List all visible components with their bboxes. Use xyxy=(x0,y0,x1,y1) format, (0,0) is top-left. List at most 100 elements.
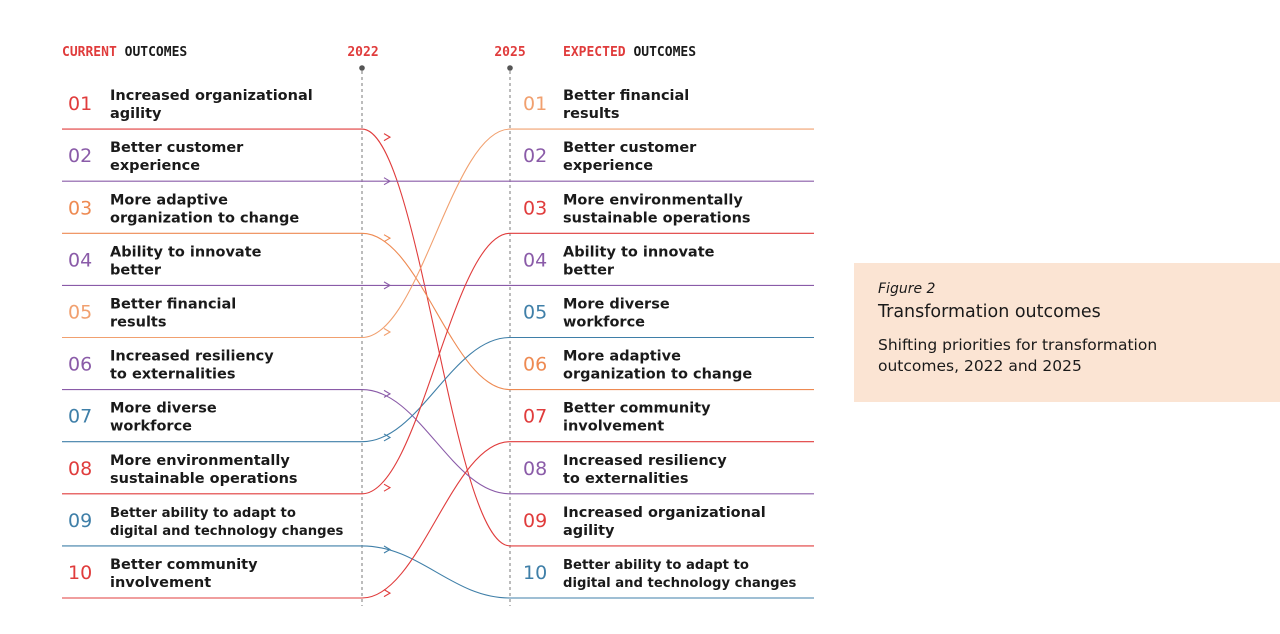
left-label-01-line-2: agility xyxy=(110,106,162,122)
left-label-04-line-2: better xyxy=(110,262,162,278)
left-label-02-line-2: experience xyxy=(110,158,200,174)
left-label-06-line-2: to externalities xyxy=(110,367,235,383)
left-label-03-line-1: More adaptive xyxy=(110,192,228,208)
arrowhead-01 xyxy=(383,133,392,142)
connector-05 xyxy=(361,128,511,339)
figure-subtitle-line-1: Shifting priorities for transformation xyxy=(878,336,1158,354)
left-label-04-line-1: Ability to innovate xyxy=(110,244,262,260)
right-label-05-line-2: workforce xyxy=(563,314,645,330)
left-rank-07: 07 xyxy=(68,406,92,428)
right-label-05-line-1: More diverse xyxy=(563,296,670,312)
right-header: EXPECTED OUTCOMES xyxy=(563,45,696,60)
right-column: 01 Better financial results 02 Better custom… xyxy=(510,88,814,599)
left-label-06-line-1: Increased resiliency xyxy=(110,349,274,365)
right-rank-10: 10 xyxy=(523,562,547,584)
year-2022-label: 2022 xyxy=(347,45,378,60)
right-item-08: 08 Increased resiliency to externalities xyxy=(510,453,814,495)
left-label-03-line-2: organization to change xyxy=(110,210,299,226)
right-header-accent: EXPECTED xyxy=(563,45,626,60)
left-item-04: 04 Ability to innovate better xyxy=(62,244,362,286)
right-label-07-line-2: involvement xyxy=(563,419,664,435)
right-label-03-line-1: More environmentally xyxy=(563,192,743,208)
right-label-10-line-2: digital and technology changes xyxy=(563,576,797,591)
left-label-08-line-2: sustainable operations xyxy=(110,471,298,487)
right-rank-03: 03 xyxy=(523,197,547,219)
right-rank-06: 06 xyxy=(523,354,547,376)
left-rank-05: 05 xyxy=(68,301,92,323)
right-label-04-line-2: better xyxy=(563,262,615,278)
axis-2025-dot xyxy=(507,65,513,71)
arrowhead-09 xyxy=(383,545,392,554)
right-rank-07: 07 xyxy=(523,406,547,428)
left-item-03: 03 More adaptive organization to change xyxy=(62,192,362,234)
left-rank-03: 03 xyxy=(68,197,92,219)
right-item-02: 02 Better customer experience xyxy=(510,140,814,182)
right-rank-05: 05 xyxy=(523,301,547,323)
left-label-10-line-2: involvement xyxy=(110,575,211,591)
left-label-07-line-2: workforce xyxy=(110,419,192,435)
left-label-08-line-1: More environmentally xyxy=(110,453,290,469)
year-2025-label: 2025 xyxy=(494,45,525,60)
right-label-03-line-2: sustainable operations xyxy=(563,210,751,226)
arrowhead-07 xyxy=(383,433,392,442)
left-item-09: 09 Better ability to adapt to digital and … xyxy=(62,506,362,547)
right-label-09-line-2: agility xyxy=(563,523,615,539)
left-item-01: 01 Increased organizational agility xyxy=(62,88,362,130)
left-label-09-line-2: digital and technology changes xyxy=(110,524,344,539)
arrowhead-05 xyxy=(383,328,392,336)
slope-chart: CURRENT OUTCOMES EXPECTED OUTCOMES 2022 202… xyxy=(62,45,814,606)
right-rank-01: 01 xyxy=(523,93,547,115)
connector-10 xyxy=(361,441,511,599)
right-item-09: 09 Increased organizational agility xyxy=(510,505,814,547)
left-label-09-line-1: Better ability to adapt to xyxy=(110,506,296,521)
left-item-10: 10 Better community involvement xyxy=(62,557,362,599)
left-item-07: 07 More diverse workforce xyxy=(62,401,362,443)
arrowhead-08 xyxy=(383,483,392,492)
right-label-02-line-2: experience xyxy=(563,158,653,174)
left-rank-01: 01 xyxy=(68,93,92,115)
figure-caption-card: Figure 2 Transformation outcomes Shiftin… xyxy=(854,263,1280,402)
right-label-06-line-2: organization to change xyxy=(563,367,752,383)
left-rank-06: 06 xyxy=(68,354,92,376)
right-label-01-line-2: results xyxy=(563,106,619,122)
arrowhead-02 xyxy=(383,177,392,186)
left-label-02-line-1: Better customer xyxy=(110,140,244,156)
connector-08 xyxy=(361,232,511,495)
connector-09 xyxy=(361,545,511,599)
right-header-rest: OUTCOMES xyxy=(626,45,697,60)
left-label-10-line-1: Better community xyxy=(110,557,258,573)
connector-01 xyxy=(361,128,511,547)
right-label-01-line-1: Better financial xyxy=(563,88,689,104)
right-item-07: 07 Better community involvement xyxy=(510,401,814,443)
left-label-05-line-2: results xyxy=(110,314,166,330)
left-rank-02: 02 xyxy=(68,145,92,167)
right-rank-02: 02 xyxy=(523,145,547,167)
arrowhead-06 xyxy=(383,389,392,398)
left-rank-10: 10 xyxy=(68,562,92,584)
right-item-06: 06 More adaptive organization to change xyxy=(510,349,814,391)
left-header-accent: CURRENT xyxy=(62,45,117,60)
arrowhead-03 xyxy=(383,234,392,243)
left-label-05-line-1: Better financial xyxy=(110,296,236,312)
right-item-05: 05 More diverse workforce xyxy=(510,296,814,339)
right-rank-08: 08 xyxy=(523,458,547,480)
right-label-09-line-1: Increased organizational xyxy=(563,505,766,521)
right-rank-04: 04 xyxy=(523,249,547,271)
right-rank-09: 09 xyxy=(523,510,547,532)
right-item-04: 04 Ability to innovate better xyxy=(510,244,814,286)
figure-subtitle-line-2: outcomes, 2022 and 2025 xyxy=(878,357,1082,375)
right-label-04-line-1: Ability to innovate xyxy=(563,244,715,260)
right-label-10-line-1: Better ability to adapt to xyxy=(563,558,749,573)
left-item-08: 08 More environmentally sustainable operat… xyxy=(62,453,362,495)
connector-06 xyxy=(361,389,511,495)
left-item-06: 06 Increased resiliency to externalities xyxy=(62,349,362,391)
right-label-08-line-1: Increased resiliency xyxy=(563,453,727,469)
left-rank-09: 09 xyxy=(68,510,92,532)
right-label-07-line-1: Better community xyxy=(563,401,711,417)
left-label-01-line-1: Increased organizational xyxy=(110,88,313,104)
connector-03 xyxy=(361,232,511,391)
left-rank-08: 08 xyxy=(68,458,92,480)
figure-subtitle: Shifting priorities for transformation o… xyxy=(878,335,1264,377)
right-item-10: 10 Better ability to adapt to digital and … xyxy=(510,558,814,599)
right-item-01: 01 Better financial results xyxy=(510,88,814,130)
